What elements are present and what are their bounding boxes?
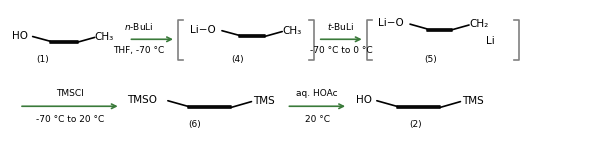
Text: HO: HO (12, 31, 28, 41)
Text: CH₂: CH₂ (469, 19, 488, 29)
Text: (4): (4) (231, 55, 244, 64)
Text: $t$-BuLi: $t$-BuLi (328, 21, 355, 32)
Text: TMS: TMS (253, 96, 275, 106)
Text: TMSCl: TMSCl (56, 89, 84, 98)
Text: (6): (6) (188, 120, 201, 129)
Text: CH₃: CH₃ (95, 32, 114, 42)
Text: -70 °C to 0 °C: -70 °C to 0 °C (310, 46, 373, 55)
Text: Li−O: Li−O (378, 18, 404, 28)
Text: CH₃: CH₃ (282, 26, 301, 36)
Text: -70 °C to 20 °C: -70 °C to 20 °C (36, 115, 104, 124)
Text: $n$-BuLi: $n$-BuLi (124, 21, 153, 32)
Text: TMSO: TMSO (127, 95, 156, 105)
Text: (5): (5) (424, 55, 437, 64)
Text: HO: HO (356, 95, 372, 105)
Text: TMS: TMS (461, 96, 484, 106)
Text: 20 °C: 20 °C (305, 115, 330, 124)
Text: THF, -70 °C: THF, -70 °C (113, 46, 164, 55)
Text: aq. HOAc: aq. HOAc (296, 89, 338, 98)
Text: Li: Li (486, 36, 495, 46)
Text: (2): (2) (409, 120, 422, 129)
Text: (1): (1) (36, 55, 49, 64)
Text: Li−O: Li−O (190, 25, 216, 35)
